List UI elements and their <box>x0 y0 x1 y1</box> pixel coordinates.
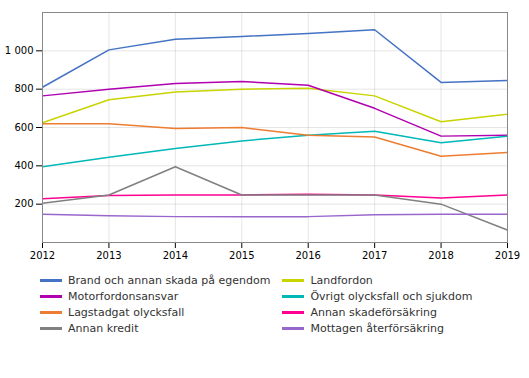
svg-text:1 000: 1 000 <box>5 45 34 56</box>
svg-text:2013: 2013 <box>96 250 121 261</box>
html-text:Annan kredit: Annan kredit <box>68 322 139 335</box>
svg-text:2016: 2016 <box>295 250 320 261</box>
svg-text:200: 200 <box>14 198 33 209</box>
html-text:Övrigt olycksfall och sjukdom: Övrigt olycksfall och sjukdom <box>310 290 473 303</box>
html-text:Brand och annan skada på egend: Brand och annan skada på egendom <box>68 274 271 287</box>
html-text:Motorfordonsansvar: Motorfordonsansvar <box>68 290 179 303</box>
svg-text:2014: 2014 <box>163 250 188 261</box>
html-text:Landfordon: Landfordon <box>310 274 373 287</box>
svg-text:400: 400 <box>14 160 33 171</box>
html-text:Mottagen återförsäkring: Mottagen återförsäkring <box>310 322 445 335</box>
svg-text:2018: 2018 <box>428 250 453 261</box>
svg-text:2017: 2017 <box>362 250 387 261</box>
svg-text:600: 600 <box>14 122 33 133</box>
svg-text:2015: 2015 <box>229 250 254 261</box>
html-text:Annan skadeförsäkring: Annan skadeförsäkring <box>310 306 437 319</box>
html-text:Lagstadgat olycksfall: Lagstadgat olycksfall <box>68 306 185 319</box>
svg-text:800: 800 <box>14 83 33 94</box>
svg-text:2019: 2019 <box>495 250 520 261</box>
svg-text:2012: 2012 <box>30 250 55 261</box>
